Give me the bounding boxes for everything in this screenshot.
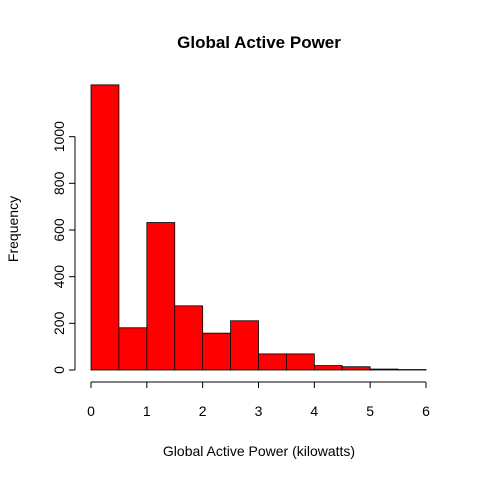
y-tick-label: 400 xyxy=(51,265,67,289)
x-tick-label: 5 xyxy=(366,403,374,419)
y-tick-label: 200 xyxy=(51,311,67,335)
histogram-bar xyxy=(230,320,259,371)
chart-title: Global Active Power xyxy=(177,33,341,52)
histogram-bar xyxy=(174,305,204,371)
histogram-bar xyxy=(202,332,231,371)
x-tick-label: 1 xyxy=(143,403,151,419)
histogram-bar xyxy=(258,353,287,371)
x-tick-label: 6 xyxy=(422,403,430,419)
x-tick-label: 2 xyxy=(199,403,207,419)
bars-group xyxy=(90,84,427,371)
x-tick-label: 4 xyxy=(310,403,318,419)
y-tick-label: 1000 xyxy=(51,121,67,152)
x-tick-label: 3 xyxy=(255,403,263,419)
x-axis: 0 1 2 3 4 5 6 xyxy=(87,381,430,419)
histogram-bar xyxy=(90,84,120,371)
y-tick-label: 800 xyxy=(51,171,67,195)
y-axis: 0 200 400 600 800 1000 xyxy=(51,121,76,374)
histogram-bar xyxy=(341,366,371,371)
y-tick-label: 0 xyxy=(51,366,67,374)
x-tick-label: 0 xyxy=(87,403,95,419)
histogram-bar xyxy=(313,365,343,371)
histogram-bar xyxy=(146,222,176,371)
histogram-bar xyxy=(369,368,399,371)
histogram-bar xyxy=(118,327,148,371)
y-tick-label: 600 xyxy=(51,218,67,242)
histogram-bar xyxy=(286,353,315,371)
x-axis-label: Global Active Power (kilowatts) xyxy=(163,443,355,459)
y-axis-label: Frequency xyxy=(5,196,21,262)
